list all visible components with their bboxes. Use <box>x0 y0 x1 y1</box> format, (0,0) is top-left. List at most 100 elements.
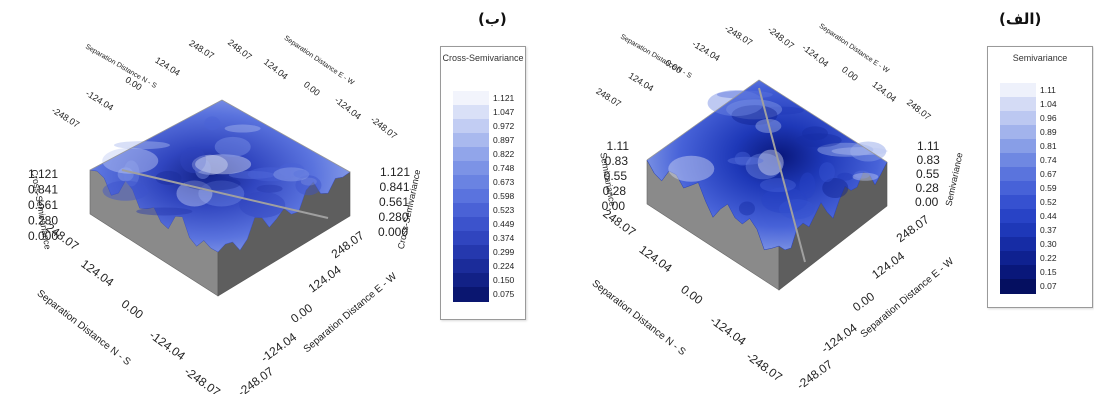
legend-swatch <box>1000 237 1036 252</box>
ew-tick-label: -124.04 <box>819 320 860 355</box>
back-right-tick: 248.07 <box>226 37 254 62</box>
surface-patch <box>818 162 835 183</box>
back-right-tick: 124.04 <box>262 57 290 82</box>
legend-swatch <box>453 175 489 190</box>
legend-swatch <box>453 105 489 120</box>
z-tick-left: 1.11 <box>607 139 630 153</box>
ew-tick-label: 248.07 <box>894 212 932 245</box>
back-right-axis-title: Separation Distance E - W <box>818 23 891 75</box>
z-tick-left: 0.83 <box>605 154 629 168</box>
legend-tick-label: 0.59 <box>1040 183 1057 193</box>
legend-swatch <box>453 189 489 204</box>
surface-patch <box>224 124 261 133</box>
back-right-axis-title: Separation Distance E - W <box>283 35 356 87</box>
ew-tick-label: -124.04 <box>258 330 299 365</box>
ew-tick-label: -248.07 <box>794 357 835 392</box>
back-left-tick: 124.04 <box>153 55 182 78</box>
back-right-tick: 248.07 <box>905 97 933 122</box>
legend-tick-label: 0.30 <box>1040 239 1057 249</box>
legend-title: Semivariance <box>1012 53 1068 63</box>
legend-swatch <box>1000 153 1036 168</box>
legend-tick-label: 0.523 <box>493 205 515 215</box>
surface-patch <box>278 163 305 178</box>
surface-patch <box>102 147 159 174</box>
ns-tick-label: 124.04 <box>637 242 675 275</box>
legend-swatch <box>1000 125 1036 140</box>
legend-swatch <box>453 231 489 246</box>
legend-swatch <box>1000 265 1036 280</box>
back-right-tick: -248.07 <box>369 114 399 141</box>
surface-patch <box>295 175 322 196</box>
legend-tick-label: 0.52 <box>1040 197 1057 207</box>
ns-tick-label: -248.07 <box>182 364 223 394</box>
z-tick-left: 0.841 <box>28 183 58 197</box>
surface-patch <box>668 155 715 182</box>
legend-swatch <box>453 91 489 106</box>
surface-patch <box>180 147 207 174</box>
legend-tick-label: 0.150 <box>493 275 515 285</box>
legend-swatch <box>453 203 489 218</box>
legend-swatch <box>1000 223 1036 238</box>
z-tick-left: 0.561 <box>28 198 58 212</box>
surface-patch <box>256 184 283 193</box>
legend-tick-label: 1.121 <box>493 93 515 103</box>
z-tick-right: 0.00 <box>915 195 939 209</box>
back-right-edge <box>221 99 351 173</box>
legend-tick-label: 0.598 <box>493 191 515 201</box>
z-tick-left: 0.28 <box>603 184 627 198</box>
surface-patch <box>731 105 778 126</box>
surface-patch <box>102 180 149 201</box>
surface-patch <box>184 176 241 191</box>
legend-tick-label: 0.299 <box>493 247 515 257</box>
surface-patch <box>734 151 751 166</box>
back-right-edge <box>758 79 888 163</box>
surface-patch <box>228 170 275 179</box>
surface-patch <box>738 201 755 216</box>
ns-tick-label: 124.04 <box>78 257 116 290</box>
surface-patch <box>300 177 317 186</box>
legend-color-bar <box>453 91 489 302</box>
surface-patch <box>745 153 782 180</box>
ew-tick-label: 248.07 <box>329 228 367 261</box>
legend-tick-label: 0.89 <box>1040 127 1057 137</box>
legend-tick-label: 1.11 <box>1040 85 1056 95</box>
legend-tick-label: 0.075 <box>493 289 515 299</box>
surface-patch <box>273 167 310 182</box>
cross-semivariance-surface-plot: 248.07124.040.00-124.04-248.07Separation… <box>28 35 422 394</box>
legend-swatch <box>453 133 489 148</box>
legend-tick-label: 0.07 <box>1040 281 1057 291</box>
z-tick-right: 0.280 <box>379 210 409 224</box>
back-right-tick: -124.04 <box>333 95 363 122</box>
surface-patch <box>123 160 140 187</box>
ns-tick-label: 0.00 <box>678 282 705 307</box>
surface-patch <box>853 170 870 179</box>
back-left-edge <box>89 99 223 171</box>
z-tick-right: 1.121 <box>380 165 410 179</box>
ns-tick-label: -124.04 <box>708 313 749 348</box>
back-left-tick: 248.07 <box>594 86 623 109</box>
legend-tick-label: 0.374 <box>493 233 515 243</box>
back-left-tick: -248.07 <box>50 105 81 130</box>
ns-tick-label: -124.04 <box>147 328 188 363</box>
surface-patch <box>194 158 211 179</box>
legend-swatch <box>1000 167 1036 182</box>
ew-tick-label: -248.07 <box>235 364 276 394</box>
z-tick-right: 0.841 <box>380 180 410 194</box>
legend-swatch <box>1000 195 1036 210</box>
back-right-tick: 0.00 <box>840 64 860 83</box>
legend-tick-label: 0.67 <box>1040 169 1057 179</box>
ew-tick-label: 0.00 <box>850 289 877 314</box>
cross-semivariance-panel: 248.07 124.04 0.00 -124.04 -248.07 Separation… <box>28 10 526 394</box>
semivariance-legend: Semivariance 1.11 1.04 0.96 0.89 0.81 0.74 0.6… <box>987 46 1093 308</box>
legend-tick-label: 1.04 <box>1040 99 1057 109</box>
ew-tick-label: 0.00 <box>288 301 315 326</box>
surface-patch <box>837 172 854 181</box>
panel-label-b: (ب) <box>478 10 507 28</box>
legend-swatch <box>1000 139 1036 154</box>
surface-patch <box>204 116 221 131</box>
legend-swatch <box>1000 279 1036 294</box>
surface-patch <box>761 187 808 214</box>
legend-swatch <box>1000 251 1036 266</box>
legend-tick-label: 0.972 <box>493 121 515 131</box>
ew-tick-label: 124.04 <box>869 249 907 282</box>
